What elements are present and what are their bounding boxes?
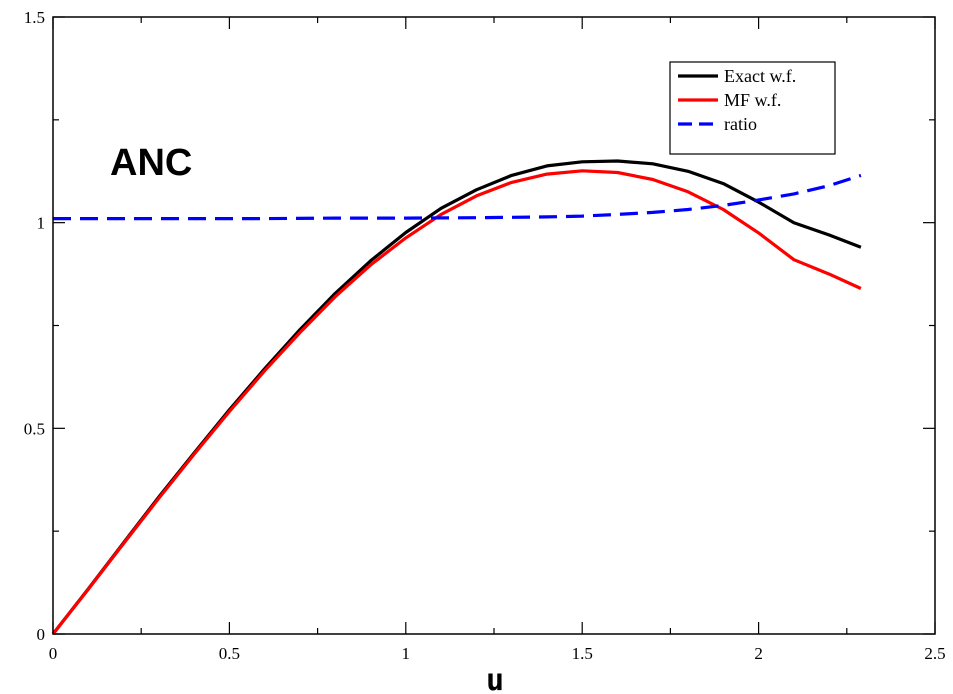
x-axis-ticks: 0 0.5 1 1.5 2 2.5 [49, 17, 946, 663]
legend-label: MF w.f. [724, 90, 781, 110]
series-line-ratio [53, 173, 862, 221]
y-tick-label: 0 [37, 625, 46, 644]
x-tick-label: 1 [402, 644, 411, 663]
legend-label: ratio [724, 114, 757, 134]
legend: Exact w.f. MF w.f. ratio [669, 61, 836, 155]
x-tick-label: 2.5 [924, 644, 945, 663]
y-tick-label: 0.5 [24, 419, 45, 438]
x-tick-label: 1.5 [572, 644, 593, 663]
x-tick-label: 2 [754, 644, 763, 663]
y-tick-label: 1 [37, 214, 46, 233]
plot-frame [52, 16, 936, 635]
legend-label: Exact w.f. [724, 66, 796, 86]
x-tick-label: 0 [49, 644, 58, 663]
series-layer [51, 159, 862, 635]
annotation-label: ANC [110, 142, 192, 184]
y-tick-label: 1.5 [24, 8, 45, 27]
legend-items: Exact w.f. MF w.f. ratio [678, 66, 796, 134]
series-line-exact-w-f [51, 159, 862, 635]
x-tick-label: 0.5 [219, 644, 240, 663]
y-axis-ticks: 0 0.5 1 1.5 [24, 8, 935, 644]
series-line-mf-w-f [51, 169, 862, 635]
x-axis-title: u [486, 663, 504, 694]
